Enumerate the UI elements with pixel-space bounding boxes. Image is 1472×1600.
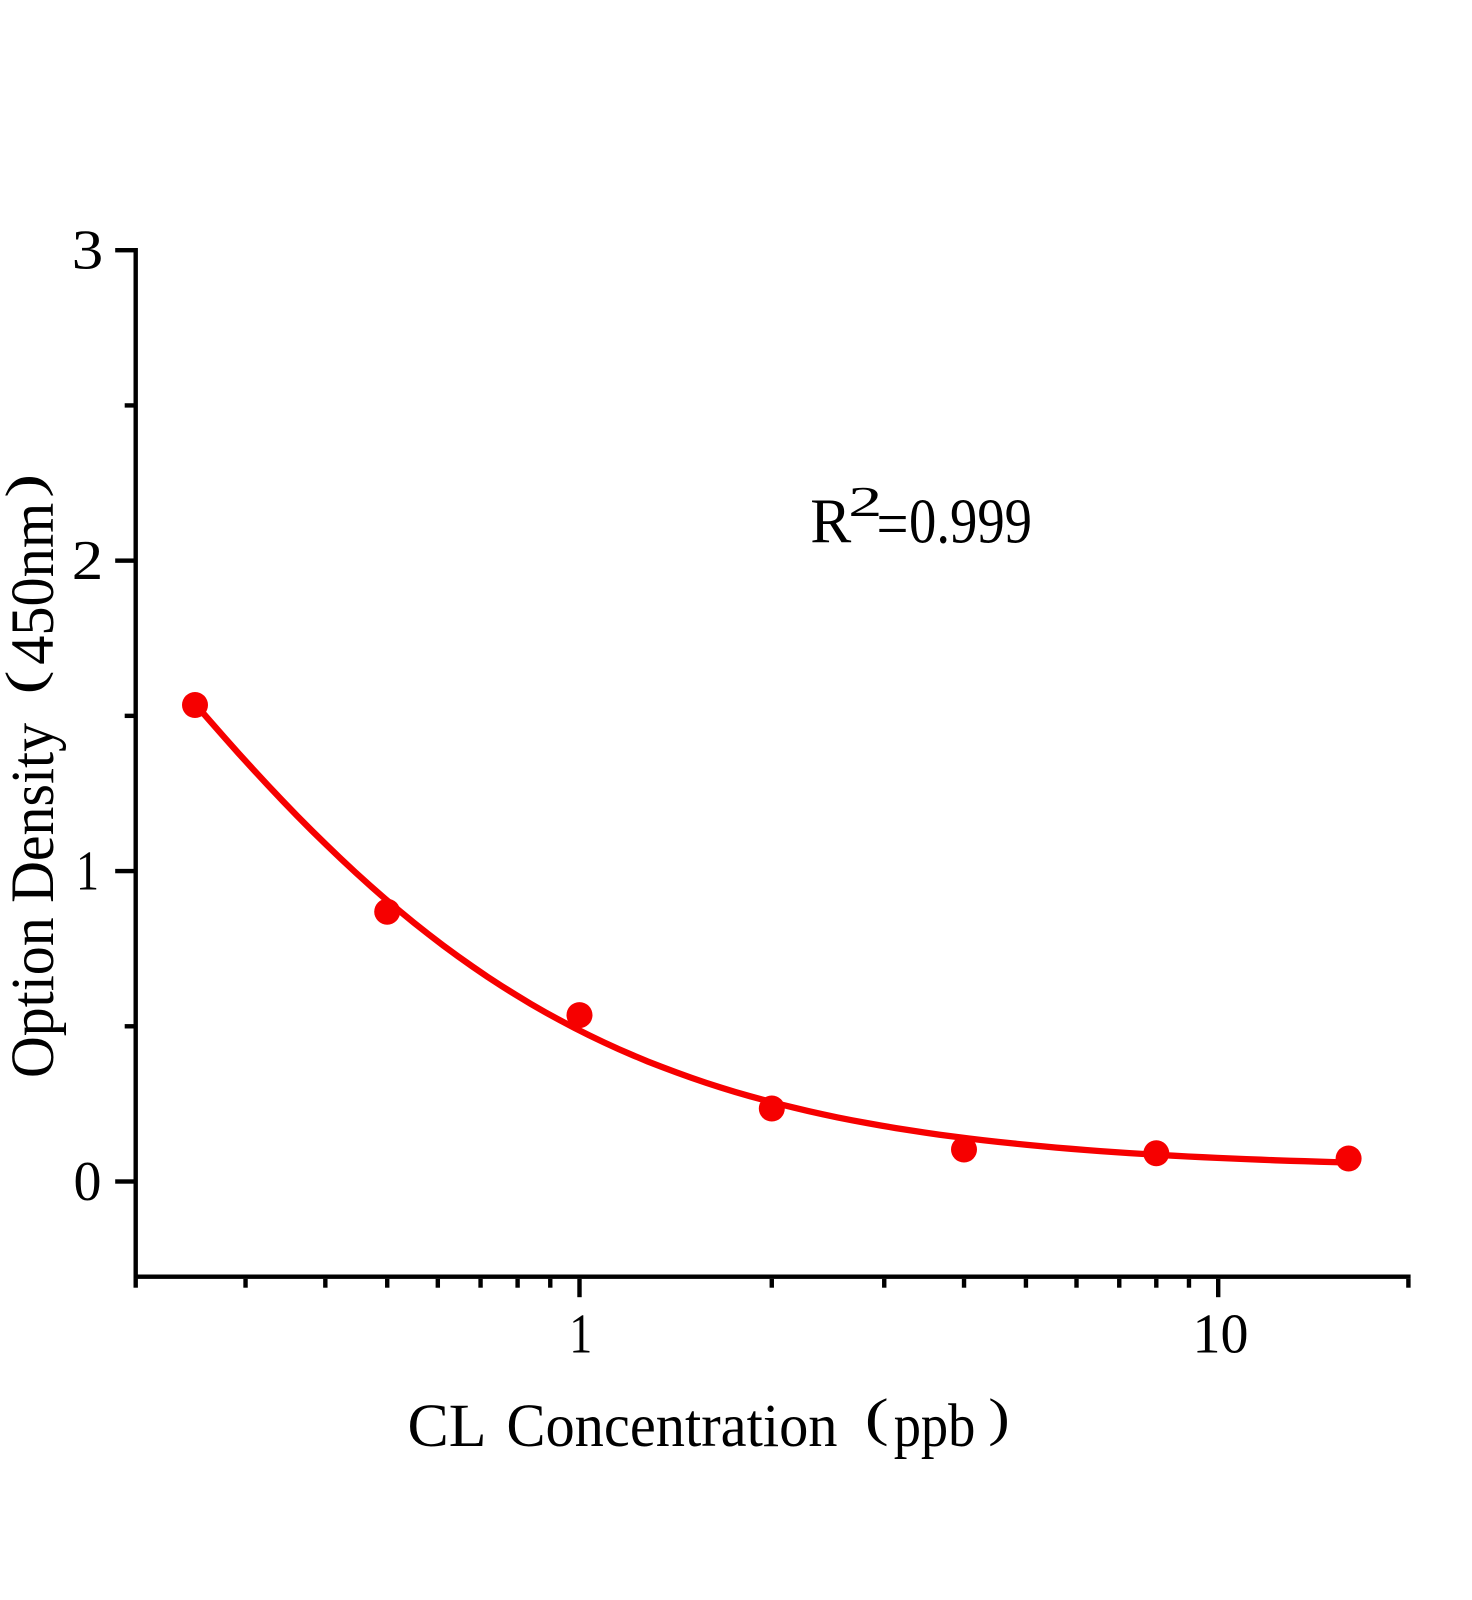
svg-text:CL: CL <box>408 1392 487 1460</box>
svg-text:): ) <box>988 1389 1010 1447</box>
svg-text:ppb: ppb <box>894 1392 976 1460</box>
svg-text:1: 1 <box>76 840 99 902</box>
svg-text:): ) <box>0 474 54 498</box>
svg-text:=: = <box>877 488 909 559</box>
svg-text:2: 2 <box>848 480 882 526</box>
svg-text:R: R <box>810 486 851 557</box>
svg-text:Concentration: Concentration <box>507 1392 838 1460</box>
svg-text:2: 2 <box>72 530 104 592</box>
svg-text:3: 3 <box>72 220 104 282</box>
svg-text:0: 0 <box>74 1151 102 1213</box>
svg-text:450nm: 450nm <box>0 503 67 665</box>
svg-text:10: 10 <box>1193 1304 1249 1366</box>
svg-text:Option Density: Option Density <box>0 723 67 1078</box>
svg-text:1: 1 <box>569 1304 592 1366</box>
svg-text:0.999: 0.999 <box>909 486 1032 557</box>
svg-text:(: ( <box>0 670 54 694</box>
svg-text:(: ( <box>865 1389 889 1447</box>
